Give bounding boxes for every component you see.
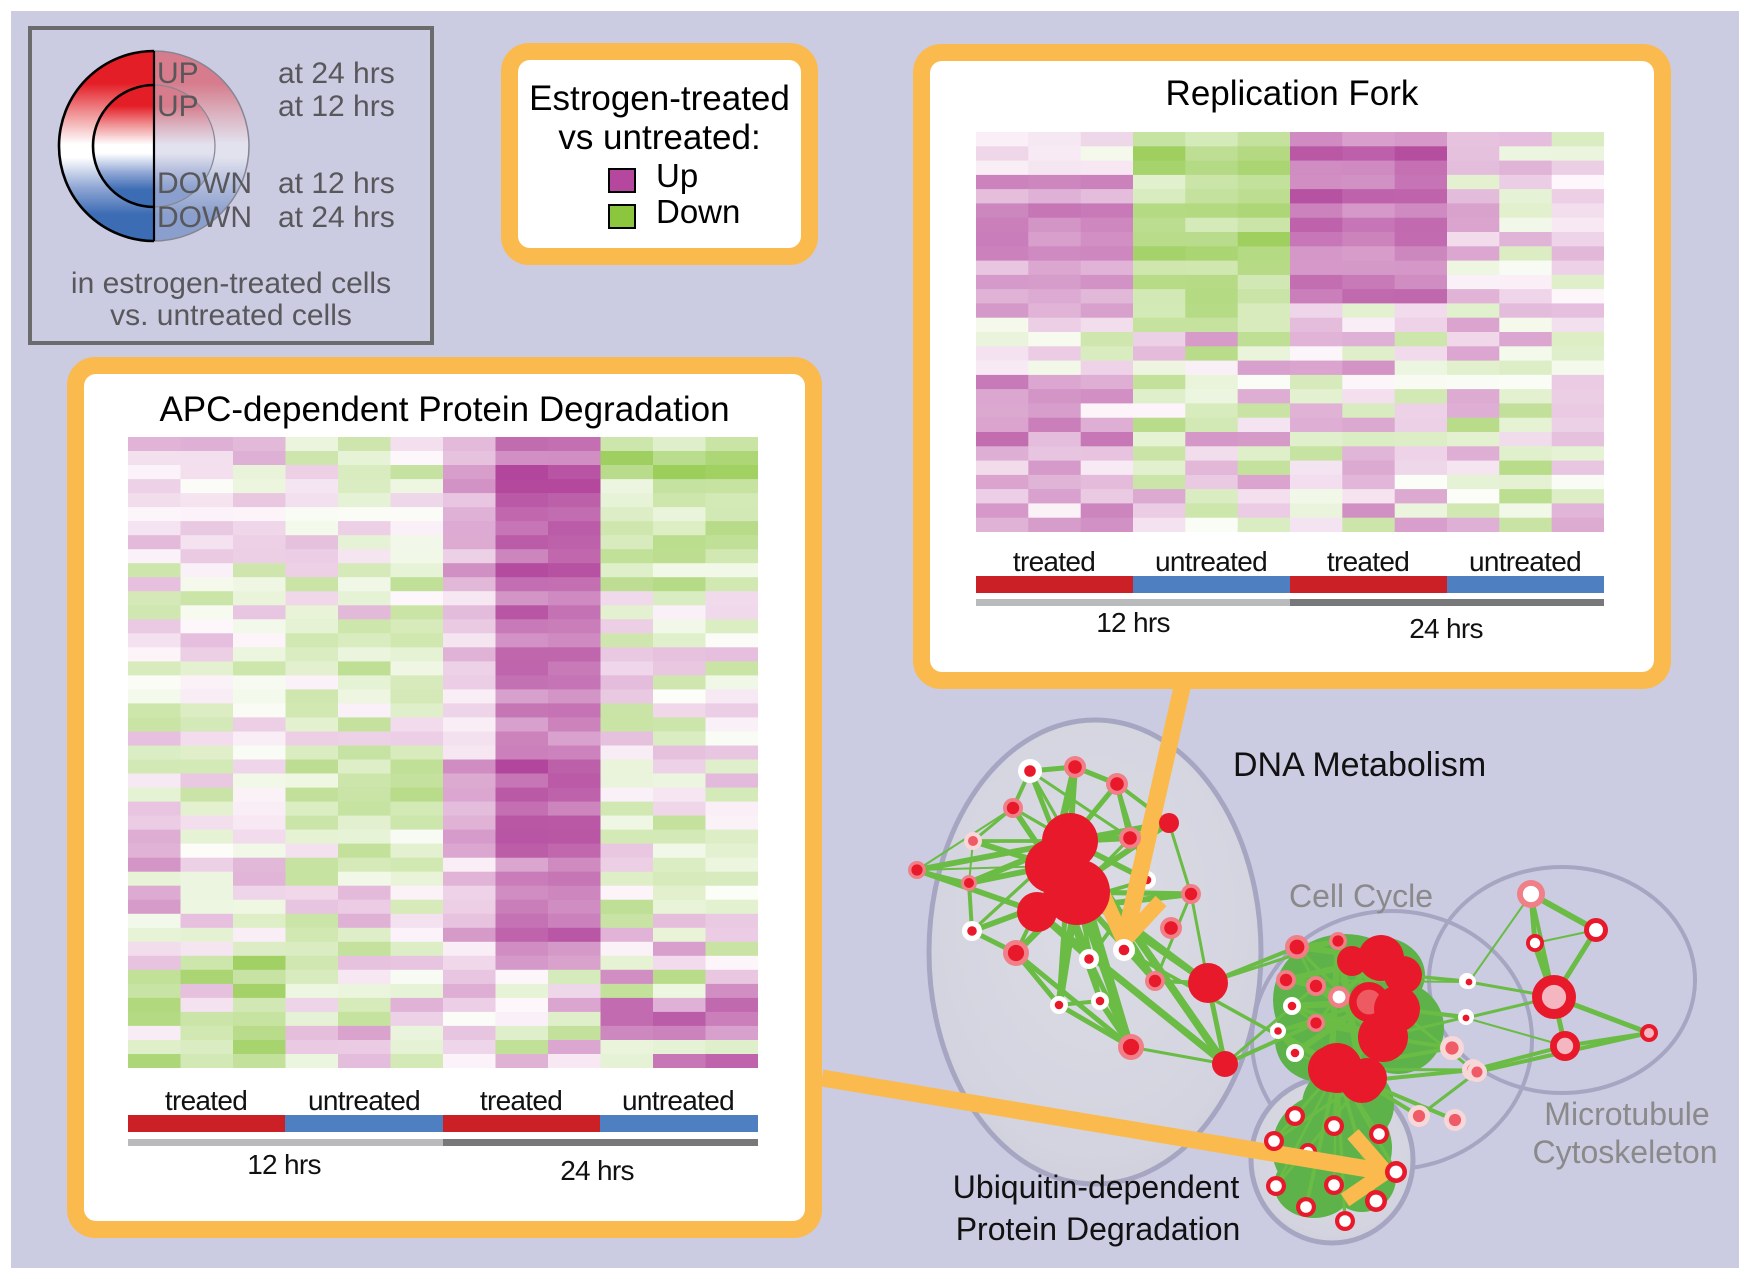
svg-text:DNA Metabolism: DNA Metabolism	[1233, 746, 1486, 784]
svg-text:Protein Degradation: Protein Degradation	[956, 1211, 1241, 1247]
svg-text:Cell Cycle: Cell Cycle	[1289, 878, 1433, 914]
svg-text:Ubiquitin-dependent: Ubiquitin-dependent	[953, 1169, 1240, 1205]
svg-text:Cytoskeleton: Cytoskeleton	[1533, 1134, 1718, 1170]
svg-text:Microtubule: Microtubule	[1544, 1096, 1709, 1132]
